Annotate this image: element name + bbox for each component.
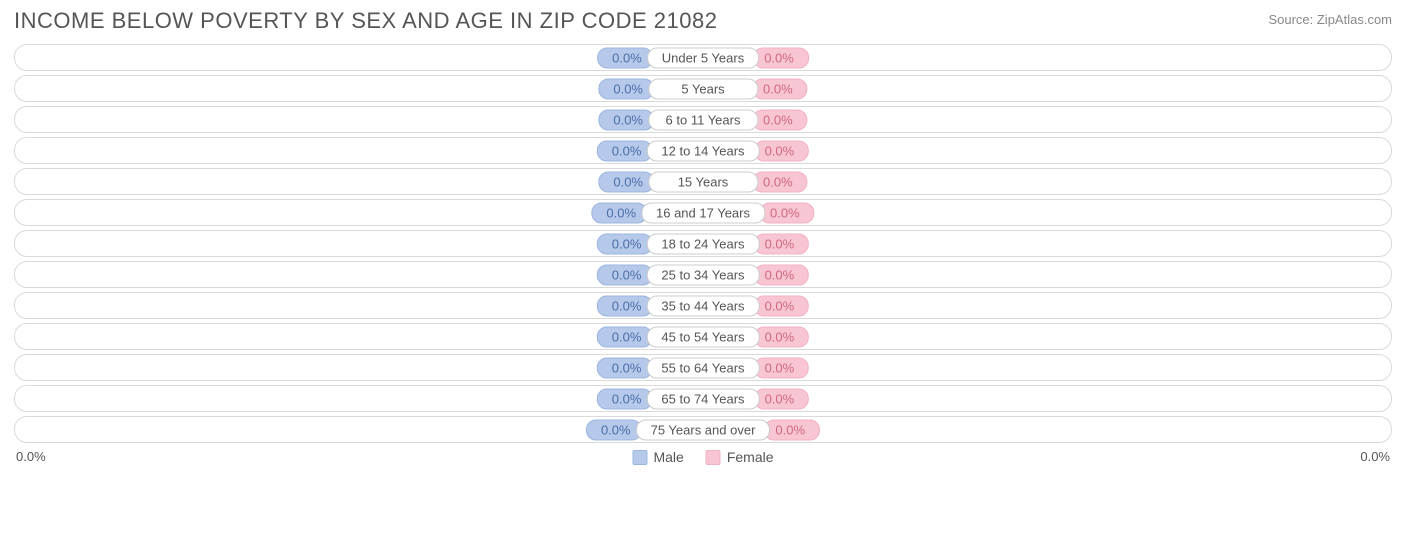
female-value-pill: 0.0% bbox=[754, 233, 810, 254]
male-value-pill: 0.0% bbox=[597, 264, 653, 285]
age-label-pill: 18 to 24 Years bbox=[646, 233, 759, 254]
male-value-pill: 0.0% bbox=[598, 171, 654, 192]
chart-row: 0.0%55 to 64 Years0.0% bbox=[14, 354, 1392, 381]
legend-label: Male bbox=[653, 449, 683, 465]
chart-row: 0.0%75 Years and over0.0% bbox=[14, 416, 1392, 443]
chart-row: 0.0%25 to 34 Years0.0% bbox=[14, 261, 1392, 288]
age-label-pill: 55 to 64 Years bbox=[646, 357, 759, 378]
female-value-pill: 0.0% bbox=[754, 264, 810, 285]
male-value-pill: 0.0% bbox=[597, 140, 653, 161]
female-value-pill: 0.0% bbox=[754, 140, 810, 161]
chart-source: Source: ZipAtlas.com bbox=[1268, 8, 1392, 27]
age-label-pill: 12 to 14 Years bbox=[646, 140, 759, 161]
chart-row: 0.0%5 Years0.0% bbox=[14, 75, 1392, 102]
age-label-pill: 25 to 34 Years bbox=[646, 264, 759, 285]
male-value-pill: 0.0% bbox=[591, 202, 647, 223]
legend-item: Male bbox=[632, 449, 683, 465]
row-center-group: 0.0%45 to 54 Years0.0% bbox=[597, 326, 809, 347]
age-label-pill: 16 and 17 Years bbox=[641, 202, 765, 223]
row-center-group: 0.0%65 to 74 Years0.0% bbox=[597, 388, 809, 409]
legend-label: Female bbox=[727, 449, 774, 465]
age-label-pill: 35 to 44 Years bbox=[646, 295, 759, 316]
female-value-pill: 0.0% bbox=[754, 388, 810, 409]
chart-footer: 0.0% Male Female 0.0% bbox=[12, 449, 1394, 489]
female-value-pill: 0.0% bbox=[752, 171, 808, 192]
chart-row: 0.0%65 to 74 Years0.0% bbox=[14, 385, 1392, 412]
age-label-pill: 65 to 74 Years bbox=[646, 388, 759, 409]
male-value-pill: 0.0% bbox=[598, 78, 654, 99]
age-label-pill: 45 to 54 Years bbox=[646, 326, 759, 347]
male-value-pill: 0.0% bbox=[586, 419, 642, 440]
row-center-group: 0.0%16 and 17 Years0.0% bbox=[591, 202, 814, 223]
female-value-pill: 0.0% bbox=[754, 357, 810, 378]
legend-swatch bbox=[706, 450, 721, 465]
chart-legend: Male Female bbox=[632, 449, 773, 465]
row-center-group: 0.0%Under 5 Years0.0% bbox=[597, 47, 809, 68]
row-center-group: 0.0%55 to 64 Years0.0% bbox=[597, 357, 809, 378]
chart-row: 0.0%45 to 54 Years0.0% bbox=[14, 323, 1392, 350]
chart-row: 0.0%12 to 14 Years0.0% bbox=[14, 137, 1392, 164]
female-value-pill: 0.0% bbox=[754, 326, 810, 347]
female-value-pill: 0.0% bbox=[754, 295, 810, 316]
male-value-pill: 0.0% bbox=[597, 357, 653, 378]
chart-title: INCOME BELOW POVERTY BY SEX AND AGE IN Z… bbox=[14, 8, 717, 34]
male-value-pill: 0.0% bbox=[598, 109, 654, 130]
male-value-pill: 0.0% bbox=[597, 47, 653, 68]
row-center-group: 0.0%12 to 14 Years0.0% bbox=[597, 140, 809, 161]
male-value-pill: 0.0% bbox=[597, 326, 653, 347]
row-center-group: 0.0%75 Years and over0.0% bbox=[586, 419, 820, 440]
female-value-pill: 0.0% bbox=[753, 47, 809, 68]
age-label-pill: 6 to 11 Years bbox=[648, 109, 758, 130]
age-label-pill: 15 Years bbox=[648, 171, 758, 192]
chart-header: INCOME BELOW POVERTY BY SEX AND AGE IN Z… bbox=[12, 8, 1394, 44]
age-label-pill: 75 Years and over bbox=[636, 419, 771, 440]
female-value-pill: 0.0% bbox=[764, 419, 820, 440]
legend-item: Female bbox=[706, 449, 774, 465]
male-value-pill: 0.0% bbox=[597, 295, 653, 316]
male-value-pill: 0.0% bbox=[597, 388, 653, 409]
row-center-group: 0.0%35 to 44 Years0.0% bbox=[597, 295, 809, 316]
age-label-pill: Under 5 Years bbox=[647, 47, 759, 68]
legend-swatch bbox=[632, 450, 647, 465]
chart-row: 0.0%16 and 17 Years0.0% bbox=[14, 199, 1392, 226]
row-center-group: 0.0%25 to 34 Years0.0% bbox=[597, 264, 809, 285]
female-value-pill: 0.0% bbox=[759, 202, 815, 223]
chart-row: 0.0%15 Years0.0% bbox=[14, 168, 1392, 195]
male-value-pill: 0.0% bbox=[597, 233, 653, 254]
row-center-group: 0.0%18 to 24 Years0.0% bbox=[597, 233, 809, 254]
chart-rows: 0.0%Under 5 Years0.0%0.0%5 Years0.0%0.0%… bbox=[12, 44, 1394, 443]
chart-row: 0.0%35 to 44 Years0.0% bbox=[14, 292, 1392, 319]
chart-row: 0.0%6 to 11 Years0.0% bbox=[14, 106, 1392, 133]
female-value-pill: 0.0% bbox=[752, 78, 808, 99]
chart-row: 0.0%Under 5 Years0.0% bbox=[14, 44, 1392, 71]
age-label-pill: 5 Years bbox=[648, 78, 758, 99]
chart-row: 0.0%18 to 24 Years0.0% bbox=[14, 230, 1392, 257]
female-value-pill: 0.0% bbox=[752, 109, 808, 130]
row-center-group: 0.0%15 Years0.0% bbox=[598, 171, 807, 192]
row-center-group: 0.0%5 Years0.0% bbox=[598, 78, 807, 99]
axis-left-label: 0.0% bbox=[16, 449, 46, 464]
row-center-group: 0.0%6 to 11 Years0.0% bbox=[598, 109, 807, 130]
chart-container: INCOME BELOW POVERTY BY SEX AND AGE IN Z… bbox=[0, 0, 1406, 559]
axis-right-label: 0.0% bbox=[1360, 449, 1390, 464]
